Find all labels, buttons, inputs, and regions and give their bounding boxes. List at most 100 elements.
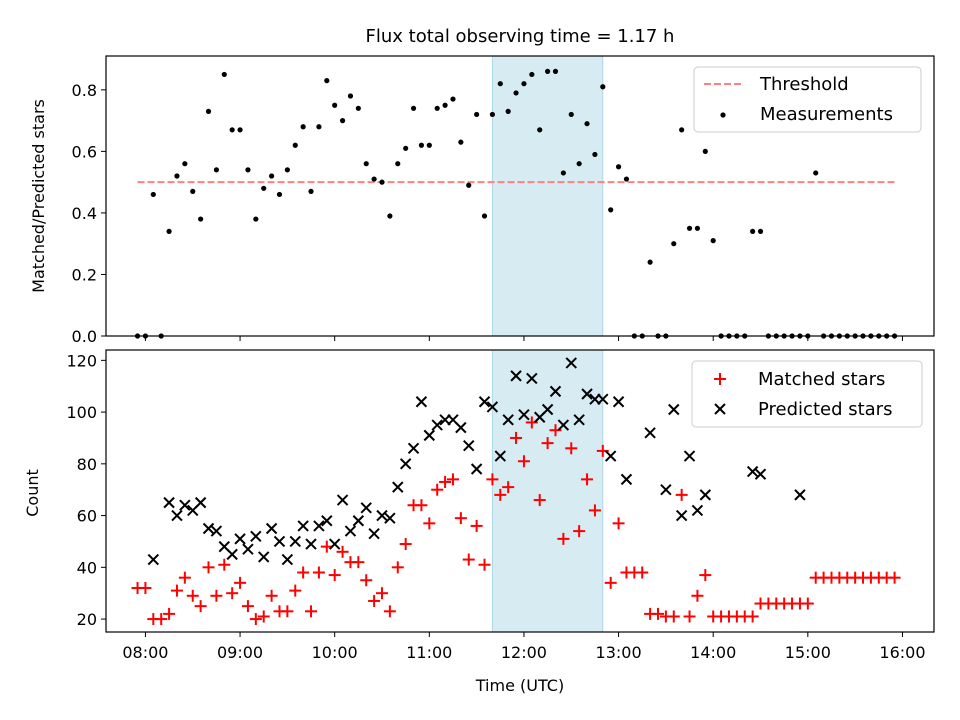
measurement-point bbox=[458, 139, 464, 145]
measurement-point bbox=[529, 71, 535, 78]
measurement-point bbox=[221, 71, 227, 78]
predicted-point bbox=[194, 496, 207, 509]
y-tick-label: 20 bbox=[77, 610, 97, 629]
measurement-point bbox=[276, 191, 283, 198]
predicted-point bbox=[510, 370, 522, 382]
matched-point bbox=[234, 576, 247, 589]
predicted-point bbox=[746, 465, 759, 478]
matched-point bbox=[399, 538, 412, 551]
matched-point bbox=[328, 569, 341, 582]
predicted-point bbox=[313, 520, 325, 532]
y-tick-label: 0.4 bbox=[72, 204, 97, 223]
measurement-point bbox=[198, 216, 204, 222]
predicted-point bbox=[210, 525, 223, 537]
predicted-point bbox=[612, 396, 625, 408]
matched-point bbox=[249, 613, 262, 626]
x-tick-label: 10:00 bbox=[312, 643, 358, 662]
measurement-point bbox=[237, 127, 243, 133]
matched-point bbox=[801, 597, 814, 610]
predicted-point bbox=[360, 502, 372, 514]
matched-point bbox=[202, 561, 215, 574]
predicted-point bbox=[289, 535, 301, 548]
measurement-point bbox=[332, 102, 338, 108]
legend-matched-swatch bbox=[714, 373, 726, 385]
measurement-point bbox=[474, 111, 480, 118]
predicted-point bbox=[557, 419, 570, 431]
matched-point bbox=[336, 545, 349, 558]
predicted-point bbox=[376, 509, 388, 522]
measurement-point bbox=[150, 191, 156, 198]
matched-point bbox=[683, 610, 696, 623]
measurement-point bbox=[284, 167, 290, 173]
measurement-point bbox=[442, 102, 448, 108]
x-tick-label: 11:00 bbox=[406, 643, 452, 662]
matched-point bbox=[439, 475, 452, 488]
measurement-point bbox=[466, 182, 472, 188]
measurement-point bbox=[671, 241, 677, 247]
predicted-point bbox=[344, 525, 357, 537]
x-tick-label: 15:00 bbox=[785, 643, 831, 662]
predicted-point bbox=[384, 512, 396, 524]
predicted-point bbox=[644, 427, 656, 439]
measurement-point bbox=[623, 176, 630, 182]
legend-predicted-label: Predicted stars bbox=[758, 399, 892, 420]
predicted-point bbox=[581, 388, 593, 400]
measurement-point bbox=[505, 108, 511, 114]
predicted-point bbox=[273, 535, 286, 548]
y-tick-label: 0.0 bbox=[72, 327, 97, 346]
measurement-point bbox=[261, 185, 267, 191]
legend-matched-label: Matched stars bbox=[758, 369, 885, 390]
matched-point bbox=[155, 613, 168, 626]
matched-point bbox=[454, 512, 467, 525]
x-tick-label: 16:00 bbox=[879, 643, 925, 662]
matched-point bbox=[533, 494, 546, 507]
measurement-point bbox=[813, 170, 819, 176]
predicted-point bbox=[226, 548, 238, 561]
measurement-point bbox=[410, 105, 417, 111]
measurement-point bbox=[403, 145, 409, 151]
predicted-point bbox=[179, 499, 191, 511]
measurement-point bbox=[363, 161, 369, 167]
top-axes-frame bbox=[105, 55, 935, 337]
measurement-point bbox=[568, 111, 574, 118]
bottom-x-axis: 08:00 09:00 10:00 11:00 12:00 13:00 14:00 15:00… bbox=[122, 632, 926, 662]
predicted-point bbox=[549, 385, 562, 398]
y-tick-label: 0.6 bbox=[72, 142, 97, 161]
matched-point bbox=[241, 600, 254, 613]
matched-point bbox=[588, 504, 601, 517]
measurement-point bbox=[584, 121, 590, 127]
predicted-point bbox=[794, 489, 806, 501]
matched-point bbox=[517, 455, 530, 468]
predicted-point bbox=[518, 408, 530, 421]
measurement-point bbox=[379, 179, 385, 185]
top-y-axis-label: Matched/Predicted stars bbox=[29, 99, 48, 293]
measurement-point bbox=[497, 81, 503, 87]
predicted-point bbox=[494, 450, 506, 462]
matched-point bbox=[139, 582, 152, 595]
predicted-point bbox=[242, 543, 254, 555]
x-axis-label: Time (UTC) bbox=[475, 676, 564, 695]
predicted-point bbox=[526, 372, 538, 385]
measurement-point bbox=[694, 225, 701, 231]
matched-point bbox=[360, 574, 373, 587]
measurement-point bbox=[245, 167, 251, 173]
predicted-point bbox=[328, 538, 341, 550]
measurement-point bbox=[608, 207, 614, 213]
matched-point bbox=[265, 589, 278, 602]
matched-point bbox=[888, 571, 901, 584]
measurement-point bbox=[205, 108, 212, 114]
measurement-point bbox=[702, 148, 708, 154]
matched-point bbox=[691, 589, 704, 602]
measurement-point bbox=[686, 225, 693, 231]
measurement-point bbox=[355, 105, 361, 111]
predicted-point bbox=[660, 483, 672, 496]
legend-measurements-swatch bbox=[720, 112, 726, 118]
matched-point bbox=[423, 517, 436, 530]
predicted-point bbox=[486, 401, 499, 413]
matched-point bbox=[541, 437, 554, 450]
matched-point bbox=[470, 519, 483, 532]
bottom-axes-frame bbox=[105, 349, 935, 633]
matched-stars-series bbox=[131, 416, 901, 626]
matched-point bbox=[312, 566, 325, 579]
measurement-point bbox=[450, 96, 456, 102]
